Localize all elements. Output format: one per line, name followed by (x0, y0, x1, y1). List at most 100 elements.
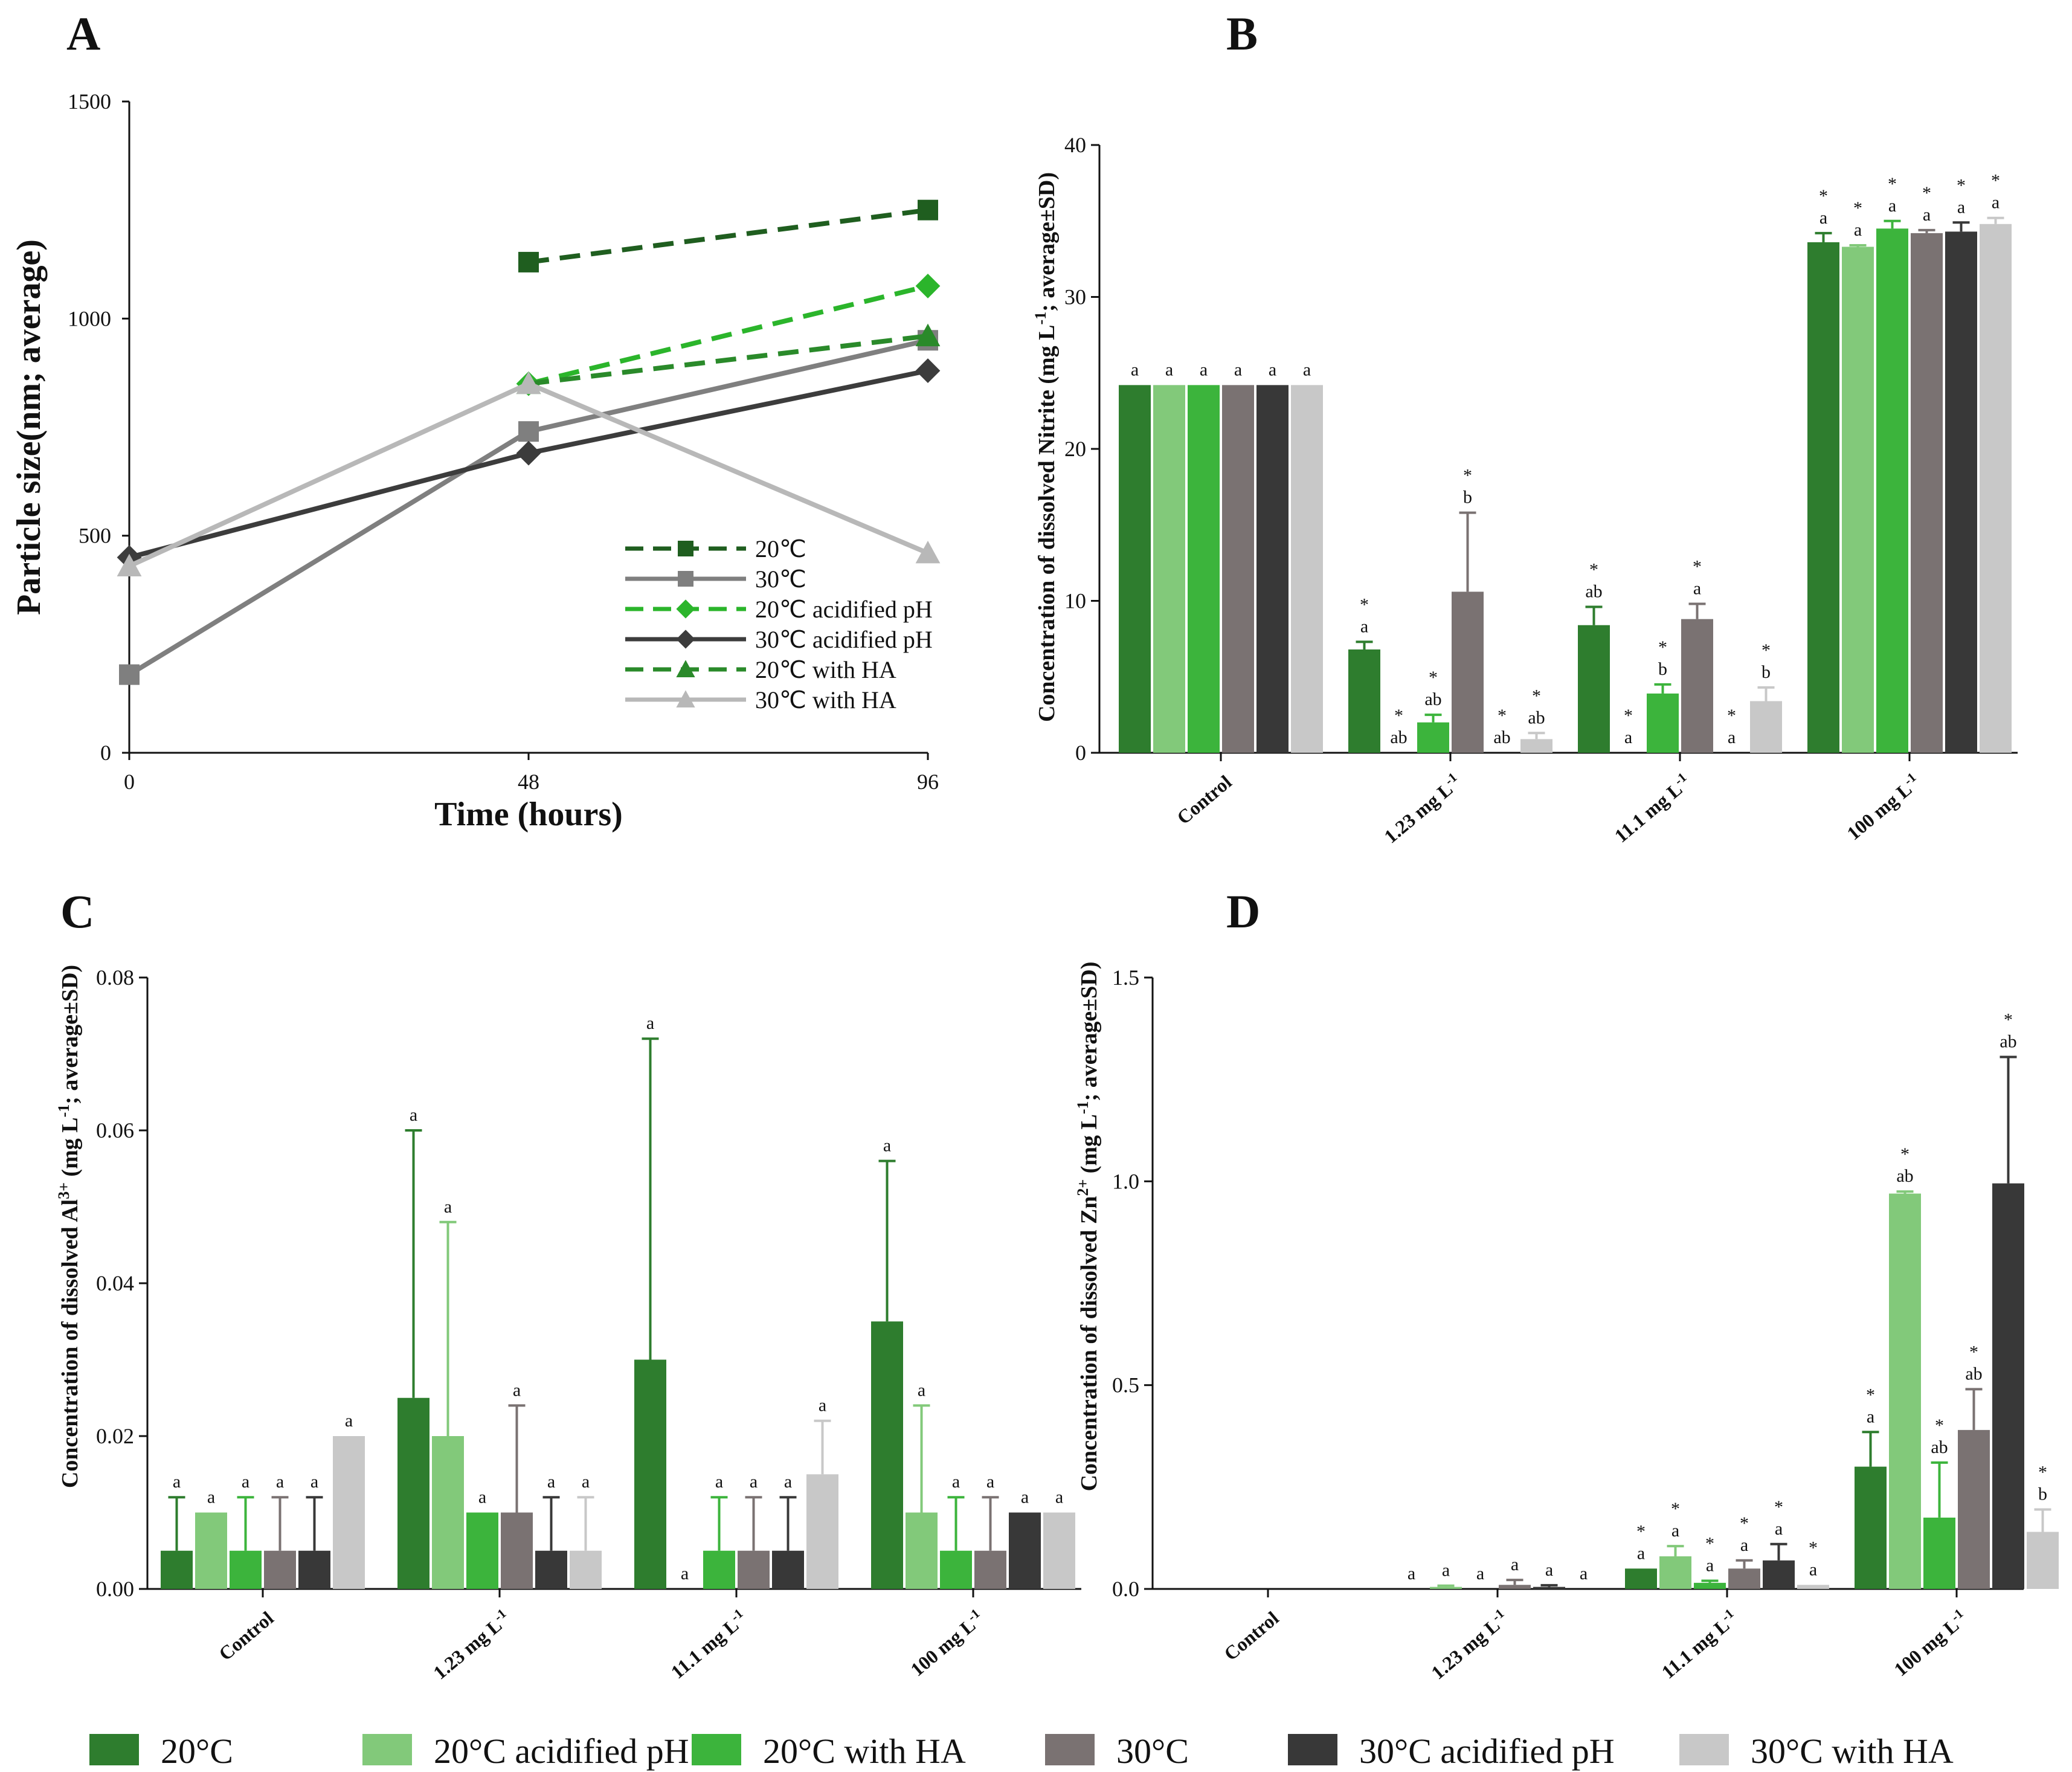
panel-b-category-label: 100 mg L-1 (1841, 769, 1924, 844)
legend-label: 20°C (161, 1732, 233, 1771)
panel-b-bar (1153, 385, 1185, 753)
panel-d-significance-letter: b (2038, 1484, 2047, 1504)
panel-b-bar (1348, 649, 1380, 753)
panel-b-bar (1452, 591, 1484, 753)
panel-a-data-point (915, 323, 941, 347)
panel-d-bar (1533, 1587, 1565, 1589)
panel-d-bar (1430, 1587, 1462, 1589)
panel-d-significance-letter: a (1476, 1564, 1484, 1584)
panel-b-significance-letter: a (1693, 579, 1701, 599)
panel-b-significance-letter: a (1854, 220, 1862, 240)
panel-c-ylabel-sup2: -1 (55, 1104, 72, 1118)
legend-label: 20°C acidified pH (434, 1732, 689, 1771)
panel-c-ylabel-sup: 3+ (55, 1182, 72, 1199)
panel-c-bar (1009, 1512, 1041, 1589)
legend-label: 30°C with HA (1751, 1732, 1954, 1771)
panel-a-data-point (117, 553, 142, 576)
panel-c-bar (871, 1321, 903, 1589)
panel-b-bar (1647, 693, 1679, 753)
panel-b-significance-letter: a (1269, 359, 1276, 379)
panel-b-y-tick-label: 40 (1064, 133, 1086, 157)
panel-c-significance-letter: a (207, 1487, 215, 1507)
panel-a-x-tick-label: 0 (124, 770, 135, 794)
legend-swatch (1679, 1734, 1729, 1765)
panel-b-bar (1291, 385, 1323, 753)
panel-c-bar (535, 1550, 567, 1589)
panel-b-y-tick-label: 0 (1075, 741, 1086, 765)
panel-c-significance-letter: a (547, 1472, 555, 1492)
panel-d-bar (1855, 1466, 1887, 1589)
panel-b-bar (1945, 231, 1977, 753)
panel-c-significance-letter: a (646, 1013, 654, 1033)
panel-c-category-text: 11.1 mg L (666, 1614, 742, 1683)
panel-d-bar (1625, 1568, 1657, 1589)
panel-d-significance-letter: a (1580, 1564, 1588, 1584)
panel-a-series-line-2 (528, 283, 928, 387)
panel-c-bar (466, 1512, 498, 1589)
panel-a-legend-label: 20℃ (755, 535, 806, 562)
panel-b-bar (1222, 385, 1254, 753)
panel-b-significance-star: * (1429, 668, 1438, 688)
panel-c-bar (161, 1550, 193, 1589)
panel-d-significance-letter: a (1442, 1561, 1450, 1580)
panel-a-legend-marker (676, 690, 695, 707)
panel-d-bar (1889, 1193, 1921, 1589)
panel-b-significance-letter: a (1234, 359, 1242, 379)
panel-c-significance-letter: a (582, 1472, 590, 1492)
panel-c-significance-letter: a (715, 1472, 723, 1492)
panel-b-significance-letter: a (1131, 359, 1139, 379)
legend-label: 20°C with HA (763, 1732, 966, 1771)
panel-b-bar (1842, 246, 1874, 753)
panel-b-significance-letter: a (1819, 208, 1827, 228)
panel-c-significance-letter: a (918, 1380, 925, 1400)
panel-c-y-tick-label: 0.02 (96, 1424, 134, 1448)
panel-c-bar (703, 1550, 735, 1589)
panel-b-significance-star: * (1589, 560, 1598, 580)
panel-c-significance-letter: a (410, 1105, 417, 1125)
panel-d-significance-letter: a (1740, 1535, 1748, 1555)
panel-c-bar (772, 1550, 804, 1589)
panel-d-significance-letter: ab (1931, 1437, 1948, 1457)
panel-c-significance-letter: a (310, 1472, 318, 1492)
panel-c-bar (634, 1359, 666, 1589)
panel-a-y-tick-label: 500 (79, 524, 111, 548)
panel-b-ylabel-sup: -1 (1032, 312, 1049, 325)
panel-a-legend-label: 30℃ with HA (755, 686, 896, 714)
panel-b-significance-star: * (1532, 686, 1541, 706)
panel-d-significance-star: * (1900, 1144, 1910, 1164)
panel-b-significance-letter: a (1992, 193, 2000, 213)
panel-a-legend-label: 20℃ acidified pH (755, 596, 933, 623)
panel-d-ylabel-pre: Concentration of dissolved Zn (1076, 1196, 1102, 1492)
panel-c-bar (230, 1550, 262, 1589)
panel-b-bar (1681, 619, 1713, 753)
panel-a-legend-label: 20℃ with HA (755, 656, 896, 683)
panel-a-series-line-4 (528, 333, 928, 387)
panel-c-category-text: Control (214, 1607, 277, 1665)
panel-d-significance-letter: a (1637, 1543, 1645, 1563)
panel-c-category-label: 1.23 mg L-1 (428, 1605, 515, 1683)
panel-c-significance-letter: a (952, 1472, 960, 1492)
panel-d-significance-star: * (1969, 1342, 1978, 1362)
panel-a-y-tick-label: 0 (100, 741, 111, 765)
panel-a-legend-marker (676, 630, 695, 649)
panel-d-y-tick-label: 0.5 (1112, 1373, 1139, 1397)
panel-c-significance-letter: a (681, 1564, 689, 1584)
panel-d-significance-letter: a (1671, 1521, 1679, 1541)
panel-d-y-tick-label: 0.0 (1112, 1577, 1139, 1601)
panel-d-significance-letter: ab (1896, 1166, 1913, 1186)
panel-d-significance-star: * (1774, 1497, 1783, 1517)
panel-c-significance-letter: a (513, 1380, 521, 1400)
panel-d-significance-letter: a (1408, 1564, 1415, 1584)
panel-c-bar (501, 1512, 533, 1589)
panel-a-legend-marker (678, 541, 693, 556)
panel-c-significance-letter: a (242, 1472, 249, 1492)
panel-c-bar (1043, 1512, 1075, 1589)
panel-b-category-text: 11.1 mg L (1610, 778, 1686, 847)
panel-d-ylabel-sup: 2+ (1074, 1179, 1092, 1196)
panel-c-significance-letter: a (345, 1411, 353, 1431)
panel-a-data-point (915, 541, 941, 564)
panel-c-significance-letter: a (444, 1197, 452, 1217)
panel-d-category-text: 1.23 mg L (1427, 1614, 1504, 1684)
panel-d-significance-star: * (1935, 1416, 1944, 1435)
